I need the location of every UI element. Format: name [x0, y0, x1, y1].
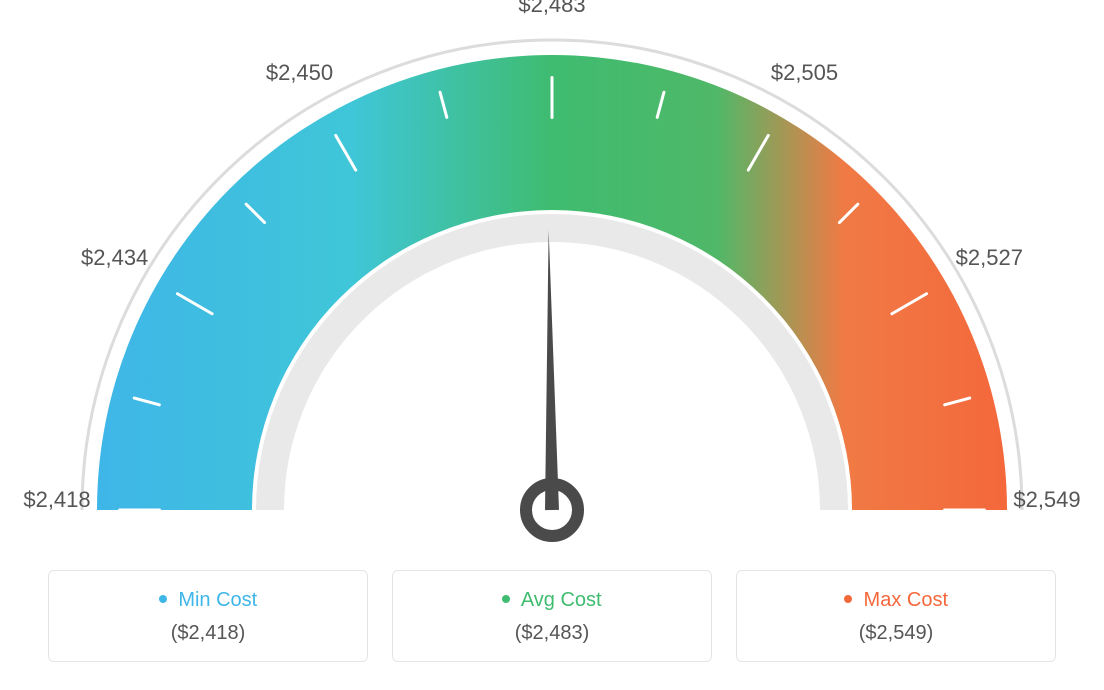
cost-gauge: $2,418$2,434$2,450$2,483$2,505$2,527$2,5… — [42, 20, 1062, 560]
gauge-tick-label: $2,434 — [81, 245, 148, 271]
max-cost-card: Max Cost ($2,549) — [736, 570, 1056, 662]
max-cost-title: Max Cost — [749, 589, 1043, 612]
max-cost-label: Max Cost — [864, 589, 948, 611]
max-cost-value: ($2,549) — [749, 622, 1043, 645]
gauge-tick-label: $2,418 — [23, 487, 90, 513]
avg-cost-label: Avg Cost — [521, 589, 602, 611]
max-dot-icon — [844, 595, 852, 603]
min-dot-icon — [159, 595, 167, 603]
gauge-tick-label: $2,483 — [518, 0, 585, 18]
min-cost-label: Min Cost — [178, 589, 257, 611]
gauge-svg — [42, 20, 1062, 560]
min-cost-value: ($2,418) — [61, 622, 355, 645]
gauge-tick-label: $2,505 — [771, 60, 838, 86]
avg-cost-card: Avg Cost ($2,483) — [392, 570, 712, 662]
min-cost-title: Min Cost — [61, 589, 355, 612]
avg-dot-icon — [502, 595, 510, 603]
gauge-tick-label: $2,527 — [956, 245, 1023, 271]
avg-cost-value: ($2,483) — [405, 622, 699, 645]
gauge-tick-label: $2,549 — [1013, 487, 1080, 513]
avg-cost-title: Avg Cost — [405, 589, 699, 612]
gauge-tick-label: $2,450 — [266, 60, 333, 86]
min-cost-card: Min Cost ($2,418) — [48, 570, 368, 662]
summary-cards: Min Cost ($2,418) Avg Cost ($2,483) Max … — [42, 570, 1062, 662]
